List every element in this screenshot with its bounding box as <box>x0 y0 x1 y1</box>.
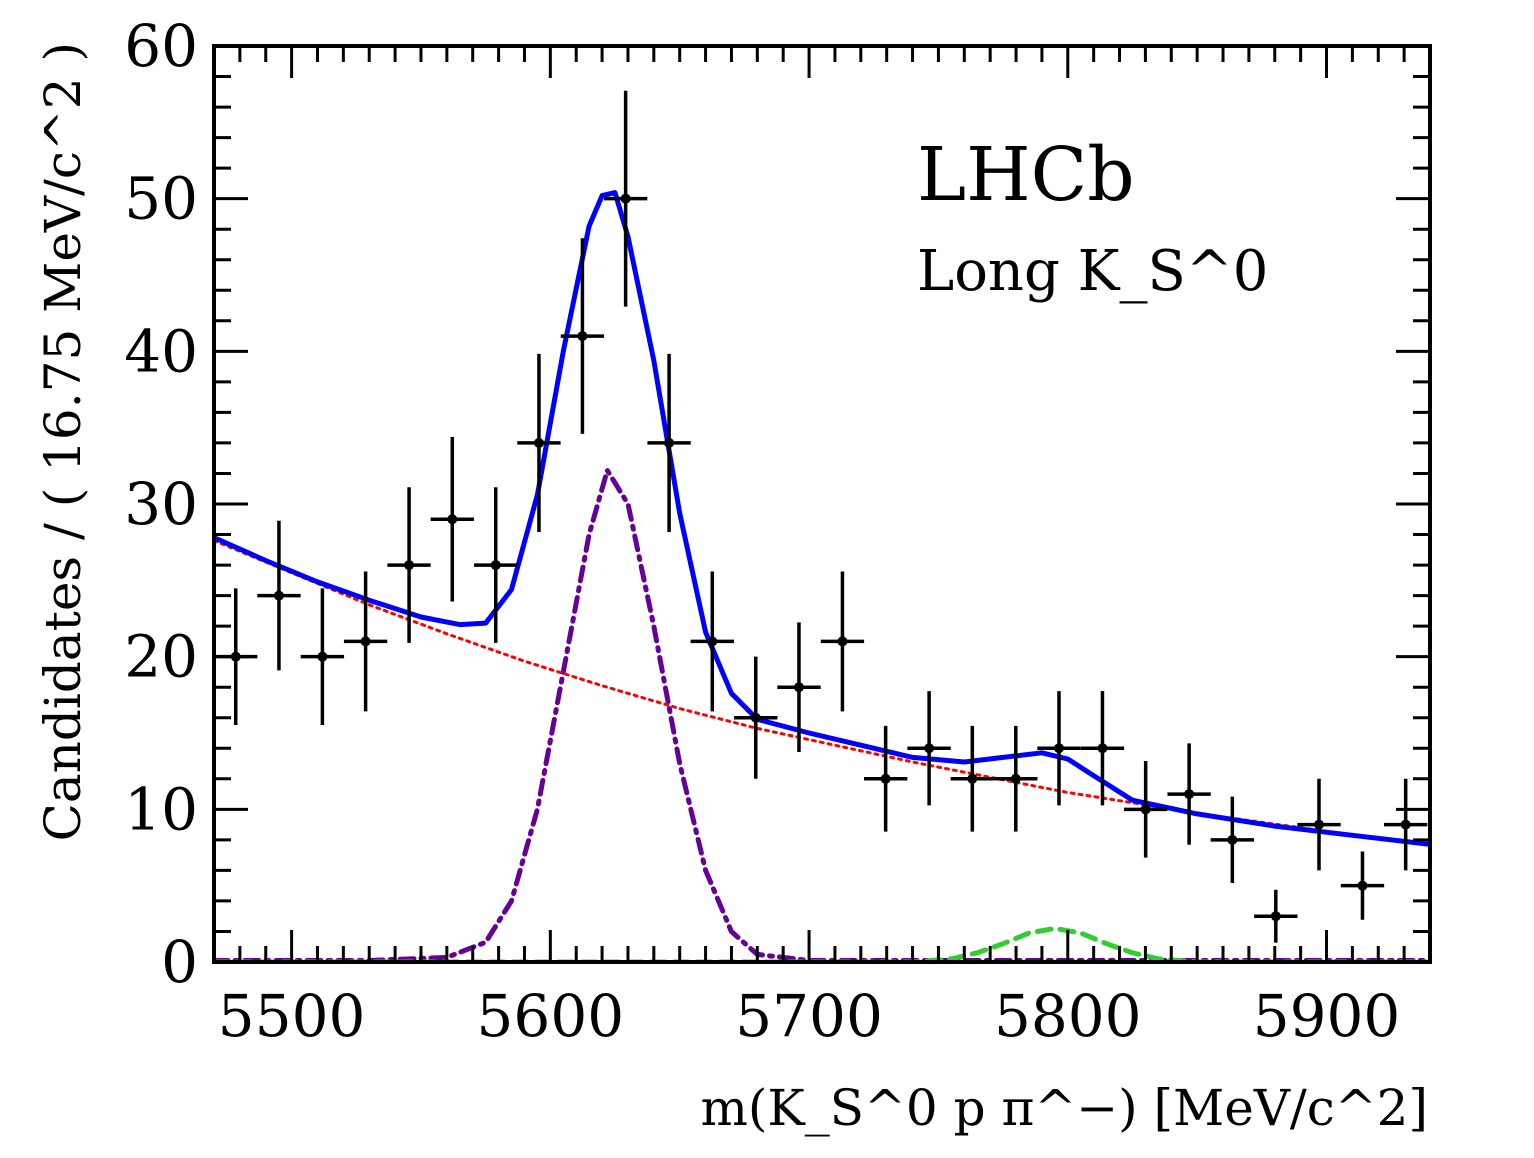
data-marker <box>1097 743 1108 754</box>
data-marker <box>577 331 588 342</box>
y-tick-label: 50 <box>124 165 198 233</box>
data-point <box>1384 778 1428 871</box>
data-point <box>734 656 778 779</box>
data-point <box>474 487 518 643</box>
data-marker <box>1227 834 1238 845</box>
data-marker <box>533 437 544 448</box>
data-point <box>950 725 994 832</box>
data-marker <box>1400 819 1411 830</box>
series-signal <box>214 467 1430 962</box>
data-point <box>517 353 561 532</box>
data-marker <box>1010 773 1021 784</box>
series-total-fit <box>214 190 1430 847</box>
data-marker <box>273 590 284 601</box>
data-point <box>343 571 388 712</box>
data-marker <box>317 651 328 662</box>
data-points <box>214 90 1428 943</box>
data-marker <box>1184 789 1195 800</box>
data-marker <box>750 712 761 723</box>
plot-border <box>212 44 1432 964</box>
data-point <box>1297 778 1341 871</box>
data-point <box>1254 889 1298 943</box>
data-point <box>560 238 605 434</box>
y-axis-label: Candidates / ( 16.75 MeV/c^2 ) <box>34 42 92 841</box>
tick-labels: 5500 5600 5700 5800 5900 0 10 20 30 40 50 60 <box>124 12 1400 1050</box>
data-point <box>387 487 431 643</box>
data-marker <box>664 437 675 448</box>
data-marker <box>1053 743 1064 754</box>
data-point <box>1340 851 1385 920</box>
data-marker <box>360 636 371 647</box>
chart-title: LHCb <box>917 132 1135 218</box>
chart-subtitle: Long K_S^0 <box>917 239 1268 304</box>
x-axis-label: m(K_S^0 p π^−) [MeV/c^2] <box>700 1079 1428 1137</box>
data-marker <box>707 636 718 647</box>
data-point <box>647 353 691 532</box>
plot-frame <box>212 44 1432 964</box>
y-tick-label: 20 <box>124 623 198 691</box>
data-point <box>430 437 474 602</box>
fit-curves <box>214 190 1430 962</box>
data-point <box>994 725 1038 832</box>
data-point <box>603 90 648 307</box>
data-point <box>300 588 345 725</box>
x-tick-label: 5900 <box>1253 982 1401 1050</box>
data-point <box>777 622 821 752</box>
data-marker <box>793 682 804 693</box>
data-marker <box>1270 911 1281 922</box>
x-tick-label: 5600 <box>477 982 625 1050</box>
data-point <box>1080 691 1125 806</box>
y-tick-label: 30 <box>124 470 198 538</box>
data-point <box>1210 796 1255 884</box>
data-point <box>1167 743 1211 845</box>
series-background <box>214 539 1430 846</box>
data-marker <box>447 514 458 525</box>
data-point <box>820 571 865 712</box>
data-point <box>1123 761 1168 858</box>
data-marker <box>1140 804 1151 815</box>
y-tick-label: 60 <box>124 12 198 80</box>
data-point <box>257 520 301 671</box>
data-point <box>863 725 908 832</box>
x-tick-label: 5700 <box>735 982 883 1050</box>
x-tick-label: 5800 <box>994 982 1142 1050</box>
data-point <box>907 691 951 806</box>
x-tick-label: 5500 <box>218 982 366 1050</box>
data-marker <box>1314 819 1325 830</box>
axis-ticks <box>212 44 1432 964</box>
data-point <box>690 571 734 712</box>
data-marker <box>967 773 978 784</box>
y-tick-label: 10 <box>124 775 198 843</box>
y-tick-label: 0 <box>161 928 198 996</box>
data-point <box>1037 691 1081 806</box>
data-marker <box>924 743 935 754</box>
y-tick-label: 40 <box>124 317 198 385</box>
series-second-component <box>214 925 1430 962</box>
data-marker <box>490 560 501 571</box>
data-marker <box>1357 880 1368 891</box>
data-marker <box>837 636 848 647</box>
data-marker <box>620 193 631 204</box>
data-marker <box>880 773 891 784</box>
data-marker <box>404 560 415 571</box>
